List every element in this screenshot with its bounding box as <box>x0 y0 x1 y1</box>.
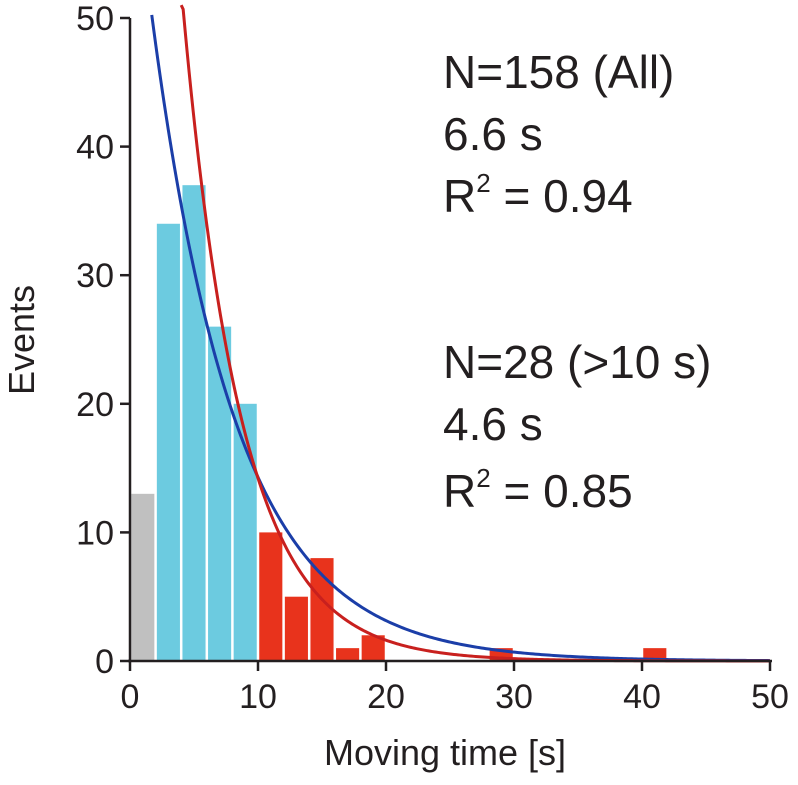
bars-group <box>131 185 667 661</box>
annotation-gt10-r2: R2 = 0.85 <box>443 463 633 517</box>
x-axis-title: Moving time [s] <box>324 732 566 773</box>
x-tick-label-4: 40 <box>623 678 661 716</box>
y-axis-title: Events <box>1 285 42 395</box>
annotation-all-r2: R2 = 0.94 <box>443 168 633 222</box>
y-tick-label-3: 30 <box>76 257 114 295</box>
y-tick-label-1: 10 <box>76 514 114 552</box>
ticks-group: 0 10 20 30 40 50 0 10 20 30 40 50 <box>76 0 789 716</box>
bar-3 <box>208 326 232 661</box>
bar-1 <box>156 223 180 661</box>
bar-2 <box>182 185 206 661</box>
x-tick-label-1: 10 <box>239 678 277 716</box>
annotation-gt10: N=28 (>10 s) 4.6 s R2 = 0.85 <box>443 336 711 517</box>
x-tick-label-5: 50 <box>751 678 789 716</box>
bar-6 <box>284 596 308 661</box>
bar-0 <box>131 493 155 661</box>
axes-group <box>128 18 772 663</box>
bar-8 <box>336 648 360 661</box>
x-tick-label-3: 30 <box>495 678 533 716</box>
x-tick-label-0: 0 <box>121 678 140 716</box>
annotation-all-tau: 6.6 s <box>443 108 543 160</box>
annotation-all: N=158 (All) 6.6 s R2 = 0.94 <box>443 46 674 222</box>
annotation-gt10-tau: 4.6 s <box>443 398 543 450</box>
annotation-all-count: N=158 (All) <box>443 46 674 98</box>
x-tick-label-2: 20 <box>367 678 405 716</box>
y-tick-label-5: 50 <box>76 0 114 38</box>
y-tick-label-2: 20 <box>76 386 114 424</box>
bar-9 <box>361 635 385 661</box>
bar-7 <box>310 558 334 661</box>
bar-5 <box>259 532 283 661</box>
bar-4 <box>233 403 257 661</box>
y-tick-label-0: 0 <box>95 643 114 681</box>
y-tick-label-4: 40 <box>76 129 114 167</box>
annotation-gt10-count: N=28 (>10 s) <box>443 336 711 388</box>
